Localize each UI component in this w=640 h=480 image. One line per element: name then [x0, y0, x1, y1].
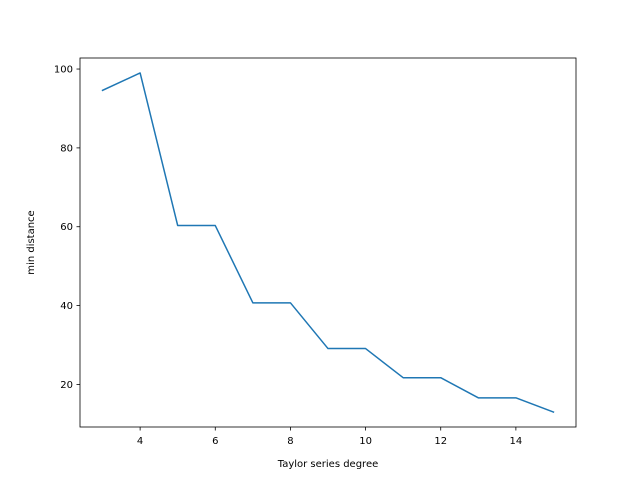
y-tick-label: 40: [60, 301, 73, 312]
y-tick-label: 60: [60, 222, 73, 233]
x-tick-label: 14: [510, 436, 523, 447]
plot-area: [80, 58, 576, 427]
y-axis-ticks: 20 40 60 80 100: [54, 65, 80, 391]
series-line: [101, 72, 555, 413]
x-tick-label: 12: [434, 436, 447, 447]
plot-frame: [79, 57, 577, 428]
x-axis-label: Taylor series degree: [277, 459, 379, 470]
series-layer: [101, 72, 555, 413]
x-tick-label: 8: [287, 436, 293, 447]
x-tick-label: 6: [212, 436, 218, 447]
x-tick-label: 4: [137, 436, 143, 447]
y-tick-label: 20: [60, 380, 73, 391]
x-tick-label: 10: [359, 436, 372, 447]
y-tick-label: 80: [60, 143, 73, 154]
y-axis-label: min distance: [26, 210, 37, 274]
x-axis-ticks: 4 6 8 10 12 14: [137, 427, 522, 447]
y-tick-label: 100: [54, 65, 73, 76]
